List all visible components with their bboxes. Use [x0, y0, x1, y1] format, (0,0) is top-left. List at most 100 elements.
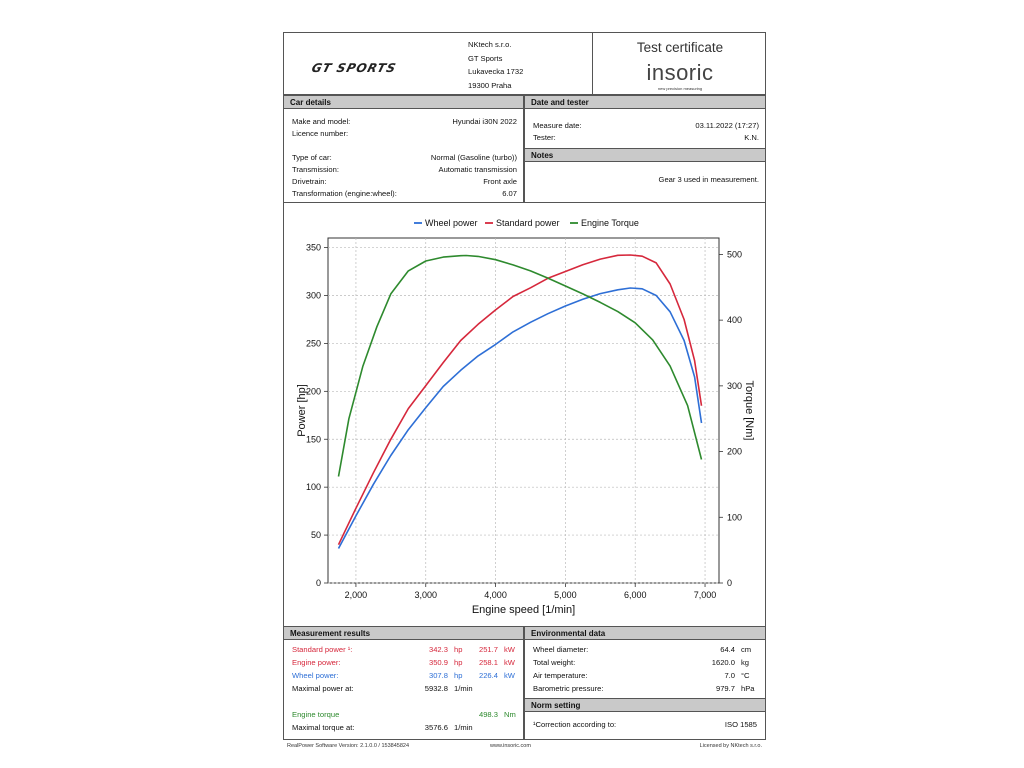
norm-title: Norm setting: [525, 699, 765, 712]
wheel-power-kw: 226.4: [478, 671, 498, 680]
measure-date-value: 03.11.2022 (17:27): [695, 121, 759, 130]
environmental-section: Environmental data Wheel diameter: 64.4 …: [524, 626, 766, 699]
transmission-value: Automatic transmission: [438, 165, 518, 174]
make-value: Hyundai i30N 2022: [452, 117, 517, 126]
wheel-power-hp: 307.8: [428, 671, 448, 680]
air-temp-unit: °C: [741, 671, 750, 680]
wheel-power-hp-unit: hp: [454, 671, 463, 680]
engine-torque-label: Engine torque: [292, 710, 340, 719]
wheel-power-label: Wheel power:: [292, 671, 339, 680]
total-weight-unit: kg: [741, 658, 750, 667]
type-value: Normal (Gasoline (turbo)): [430, 153, 517, 162]
legend-label-wheel-power: Wheel power: [425, 218, 478, 228]
y2-tick-label: 200: [727, 447, 742, 457]
x-tick-label: 5,000: [554, 590, 577, 600]
drivetrain-label: Drivetrain:: [292, 177, 327, 186]
footer-website: www.insoric.com: [490, 743, 531, 749]
norm-section: Norm setting ¹Correction according to: I…: [524, 698, 766, 740]
max-torque-rpm: 3576.6: [424, 723, 448, 732]
max-power-rpm: 5932.8: [424, 684, 448, 693]
y2-tick-label: 300: [727, 381, 742, 391]
brand-tagline: new precision measuring: [657, 86, 703, 91]
engine-torque-nm: 498.3: [478, 710, 498, 719]
x-tick-label: 3,000: [414, 590, 437, 600]
notes-title: Notes: [525, 149, 765, 162]
series-line-wheel-power: [337, 287, 703, 549]
footer-license: Licensed by NKtech s.r.o.: [699, 743, 762, 749]
y-tick-label: 300: [306, 291, 321, 301]
date-tester-title: Date and tester: [525, 96, 765, 109]
y-tick-label: 250: [306, 338, 321, 348]
series-line-engine-torque: [337, 254, 703, 477]
baro-value: 979.7: [715, 684, 735, 693]
standard-power-kw: 251.7: [478, 645, 498, 654]
x-tick-label: 2,000: [345, 590, 368, 600]
engine-power-label: Engine power:: [292, 658, 341, 667]
y-tick-label: 200: [306, 386, 321, 396]
gt-sports-logo: GT SPORTS: [310, 61, 399, 75]
notes-section: Notes Gear 3 used in measurement.: [524, 148, 766, 203]
results-title: Measurement results: [284, 627, 523, 640]
norm-value: ISO 1585: [724, 720, 757, 729]
x-tick-label: 4,000: [484, 590, 507, 600]
transformation-label: Transformation (engine:wheel):: [292, 189, 397, 198]
total-weight-value: 1620.0: [711, 658, 735, 667]
x-axis-label: Engine speed [1/min]: [472, 604, 575, 616]
y2-tick-label: 400: [727, 315, 742, 325]
notes-text: Gear 3 used in measurement.: [658, 175, 759, 184]
wheel-power-kw-unit: kW: [504, 671, 515, 680]
standard-power-hp-unit: hp: [454, 645, 463, 654]
standard-power-hp: 342.3: [428, 645, 448, 654]
legend-label-engine-torque: Engine Torque: [581, 218, 639, 228]
car-details-section: Car details Make and model: Hyundai i30N…: [283, 95, 524, 203]
company-address: NKtech s.r.o. GT Sports Lukavecka 1732 1…: [468, 40, 524, 91]
y-tick-label: 150: [306, 434, 321, 444]
x-tick-label: 7,000: [694, 590, 717, 600]
drivetrain-value: Front axle: [483, 177, 517, 186]
max-torque-rpm-unit: 1/min: [454, 723, 473, 732]
chart-panel: 2,000 3,000 4,000 5,000 6,000 7,000 0 50 100 150 2…: [283, 202, 766, 627]
x-tick-label: 6,000: [624, 590, 647, 600]
standard-power-kw-unit: kW: [504, 645, 515, 654]
footer-software: RealPower Software Version: 2.1.0.0 / 15…: [287, 743, 409, 749]
wheel-diameter-unit: cm: [741, 645, 752, 654]
y-tick-label: 350: [306, 243, 321, 253]
licence-label: Licence number:: [292, 129, 349, 138]
plot-area: [327, 237, 720, 584]
header: GT SPORTS NKtech s.r.o. GT Sports Lukave…: [283, 32, 766, 95]
car-details-title: Car details: [284, 96, 523, 109]
air-temp-value: 7.0: [724, 671, 735, 680]
series-line-standard-power: [337, 254, 703, 546]
wheel-diameter-value: 64.4: [720, 645, 735, 654]
engine-power-hp: 350.9: [428, 658, 448, 667]
y-axis-label: Power [hp]: [296, 384, 308, 437]
make-label: Make and model:: [292, 117, 351, 126]
engine-power-kw-unit: kW: [504, 658, 515, 667]
y2-tick-label: 100: [727, 512, 742, 522]
engine-power-hp-unit: hp: [454, 658, 463, 667]
air-temp-label: Air temperature:: [533, 671, 588, 680]
y-tick-label: 0: [316, 578, 321, 588]
baro-unit: hPa: [741, 684, 755, 693]
cert-title-area: Test certificate insoric new precision m…: [592, 33, 767, 94]
measurement-results-section: Measurement results Standard power ¹: 34…: [283, 626, 524, 740]
environmental-title: Environmental data: [525, 627, 765, 640]
norm-label: ¹Correction according to:: [533, 720, 617, 729]
y-tick-label: 100: [306, 482, 321, 492]
standard-power-label: Standard power ¹:: [292, 645, 353, 654]
tester-label: Tester:: [533, 133, 556, 142]
cert-title: Test certificate: [636, 40, 724, 55]
measure-date-label: Measure date:: [533, 121, 582, 130]
y2-tick-label: 500: [727, 249, 742, 259]
y-tick-label: 50: [311, 530, 321, 540]
type-label: Type of car:: [292, 153, 332, 162]
date-tester-section: Date and tester Measure date: 03.11.2022…: [524, 95, 766, 149]
y2-axis-label: Torque [Nm]: [743, 381, 755, 441]
tester-value: K.N.: [744, 133, 759, 142]
insoric-logo: insoric: [646, 60, 714, 85]
max-power-rpm-unit: 1/min: [454, 684, 473, 693]
wheel-diameter-label: Wheel diameter:: [533, 645, 589, 654]
y2-tick-label: 0: [727, 578, 732, 588]
max-power-label: Maximal power at:: [292, 684, 354, 693]
transmission-label: Transmission:: [292, 165, 339, 174]
